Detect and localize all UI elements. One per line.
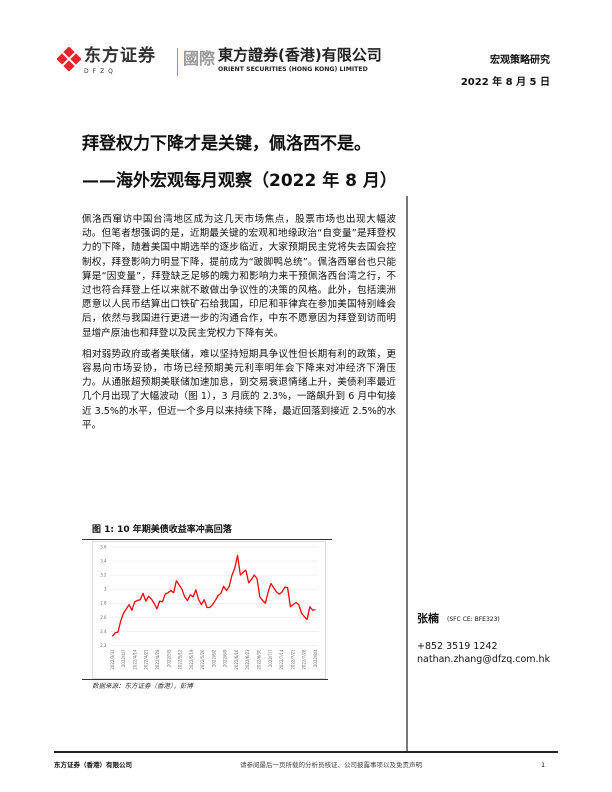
column-divider [406, 196, 408, 752]
divider [82, 679, 328, 680]
x-tick-label: 2022/6/16 [234, 649, 239, 670]
yield-line [111, 554, 316, 637]
y-tick-label: 3 [104, 587, 107, 592]
author-email[interactable]: nathan.zhang@dfzq.com.hk [417, 654, 551, 665]
logo-subtext: DFZQ [84, 68, 117, 75]
footer-disclaimer: 请参阅最后一页所载的分析员核证、公司披露事项以及免责声明 [240, 761, 422, 769]
y-tick-label: 2.6 [100, 615, 107, 620]
report-type: 宏观策略研究 [490, 55, 550, 66]
x-tick-label: 2022/6/23 [245, 649, 250, 670]
page-number: 1 [541, 761, 546, 769]
x-tick-label: 2022/7/21 [290, 649, 295, 670]
x-tick-label: 2022/6/30 [257, 649, 262, 670]
y-tick-label: 2.4 [100, 629, 107, 634]
x-tick-label: 2022/4/7 [121, 649, 126, 667]
intl-label: 國際 [183, 49, 216, 68]
x-tick-label: 2022/5/5 [166, 649, 171, 667]
divider [82, 539, 332, 540]
x-tick-label: 2022/6/2 [211, 649, 216, 667]
x-tick-label: 2022/7/7 [268, 649, 273, 667]
logo-icon [57, 47, 81, 71]
x-tick-label: 2022/4/21 [144, 649, 149, 670]
yield-chart: 2.2 2.4 2.6 2.8 3 3.2 3.4 3.6 2022/3/31 2022/4/7 2… [92, 541, 326, 679]
author-contact: +852 3519 1242 nathan.zhang@dfzq.com.hk [417, 640, 550, 666]
x-tick-label: 2022/4/28 [155, 649, 160, 670]
y-tick-label: 3.6 [100, 544, 107, 549]
x-tick-label: 2022/4/14 [132, 649, 137, 670]
company-name-en: ORIENT SECURITIES (HONG KONG) LIMITED [218, 66, 368, 73]
x-tick-label: 2022/5/12 [178, 649, 183, 670]
x-tick-label: 2022/5/19 [189, 649, 194, 670]
page-subtitle: ——海外宏观每月观察（2022 年 8 月） [82, 171, 397, 191]
report-date: 2022 年 8 月 5 日 [460, 77, 550, 88]
author-name: 张楠 [417, 612, 439, 625]
paragraph: 佩洛西窜访中国台湾地区成为这几天市场焦点，股票市场也出现大幅波动。但笔者想强调的… [82, 214, 396, 339]
x-tick-label: 2022/5/26 [200, 649, 205, 670]
footer-company: 东方证券（香港）有限公司 [54, 761, 132, 769]
logo-divider [177, 48, 178, 76]
author-phone: +852 3519 1242 [417, 641, 498, 652]
x-tick-label: 2022/8/4 [313, 649, 318, 667]
company-name-cn: 東方證券(香港)有限公司 [218, 46, 382, 64]
y-tick-label: 2.8 [100, 601, 107, 606]
x-tick-label: 2022/3/31 [110, 649, 115, 670]
x-tick-label: 2022/6/9 [223, 649, 228, 667]
y-tick-label: 2.2 [100, 643, 107, 648]
logo-text: 东方证券 [84, 46, 156, 66]
x-tick-label: 2022/7/14 [279, 649, 284, 670]
y-tick-label: 3.4 [100, 558, 107, 563]
figure-source: 数据来源：东方证券（香港），彭博 [92, 682, 193, 690]
y-tick-label: 3.2 [100, 573, 107, 578]
paragraph: 相对弱势政府或者美联储，难以坚持短期具争议性但长期有利的政策，更容易向市场妥协，… [82, 348, 396, 431]
page-title: 拜登权力下降才是关键，佩洛西不是。 [82, 134, 371, 154]
figure-title: 图 1: 10 年期美债收益率冲高回落 [92, 525, 232, 535]
footer-divider [54, 751, 558, 753]
x-tick-label: 2022/7/28 [302, 649, 307, 670]
body-text: 佩洛西窜访中国台湾地区成为这几天市场焦点，股票市场也出现大幅波动。但笔者想强调的… [82, 213, 396, 440]
author-sfc: (SFC CE: BFE323) [447, 616, 500, 623]
